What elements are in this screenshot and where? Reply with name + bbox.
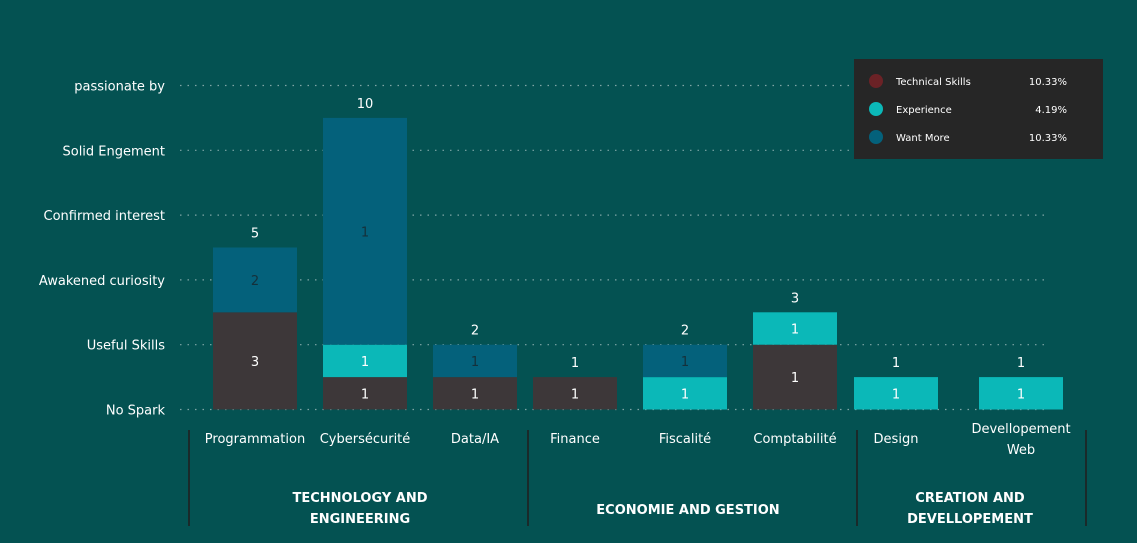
bar-segment	[433, 377, 517, 410]
bar-segment	[323, 377, 407, 410]
legend-dot	[869, 130, 883, 144]
segment-value-label: 1	[361, 225, 369, 240]
group-label: TECHNOLOGY AND ENGINEERING	[292, 491, 427, 527]
x-category-label: Fiscalité	[659, 432, 711, 447]
segment-value-label: 1	[892, 387, 900, 402]
bar-total-label: 3	[791, 291, 799, 306]
segment-value-label: 1	[1017, 387, 1025, 402]
bar-segment	[213, 247, 297, 313]
segment-value-label: 1	[361, 387, 369, 402]
y-tick-label: passionate by	[74, 80, 165, 95]
series-technical-skills: 3 1 1 1 1	[213, 312, 837, 410]
segment-value-label: 1	[681, 355, 689, 370]
bar-total-label: 1	[571, 356, 579, 371]
group-label: ECONOMIE AND GESTION	[596, 503, 779, 518]
segment-value-label: 2	[251, 274, 259, 289]
x-category-label: Comptabilité	[753, 432, 836, 447]
bar-segment	[323, 117, 407, 345]
x-category-label: Programmation	[205, 432, 305, 447]
bar-segment	[643, 344, 727, 378]
total-labels: 5 10 2 1 2 3 1 1	[251, 97, 1025, 371]
bar-total-label: 1	[892, 356, 900, 371]
legend-dot	[869, 74, 883, 88]
bar-segment	[643, 377, 727, 410]
bar-segment	[753, 312, 837, 345]
y-tick-label: Confirmed interest	[44, 209, 166, 224]
y-axis: No Spark Useful Skills Awakened curiosity C…	[39, 80, 166, 419]
legend-box	[854, 59, 1103, 159]
y-tick-label: Useful Skills	[87, 339, 165, 354]
y-tick-label: Awakened curiosity	[39, 274, 165, 289]
bar-total-label: 2	[471, 324, 479, 339]
segment-value-label: 1	[471, 355, 479, 370]
legend-entry-name: Technical Skills	[895, 77, 971, 88]
x-category-label: Cybersécurité	[320, 432, 411, 447]
legend-entry-name: Want More	[896, 133, 950, 144]
x-axis: Programmation Cybersécurité Data/IA Finance…	[205, 422, 1071, 458]
bar-segment	[433, 344, 517, 378]
bar-segment	[533, 377, 617, 410]
bar-total-label: 5	[251, 227, 259, 242]
x-axis-groups: TECHNOLOGY AND ENGINEERING ECONOMIE AND GE…	[188, 430, 1087, 527]
segment-value-label: 1	[361, 355, 369, 370]
x-category-label: Data/IA	[451, 432, 499, 447]
segment-value-label: 1	[681, 387, 689, 402]
x-category-label: Devellopement Web	[971, 422, 1070, 458]
group-label: CREATION AND DEVELLOPEMENT	[907, 491, 1033, 527]
legend-entry-value: 10.33%	[1029, 133, 1067, 144]
legend-dot	[869, 102, 883, 116]
legend: Technical Skills 10.33% Experience 4.19% Wan…	[854, 59, 1103, 159]
bar-segment	[213, 312, 297, 410]
series-want-more: 2 1 1 1	[213, 117, 727, 378]
segment-value-label: 1	[471, 387, 479, 402]
bar-total-label: 10	[357, 97, 374, 112]
segment-value-label: 1	[571, 387, 579, 402]
legend-entry-value: 4.19%	[1035, 105, 1067, 116]
bar-series: 3 1 1 1 1 1 1 1 1 1 2 1 1 1	[213, 117, 1063, 410]
y-tick-label: Solid Engement	[62, 144, 165, 159]
bar-total-label: 2	[681, 324, 689, 339]
series-experience: 1 1 1 1 1	[323, 312, 1063, 410]
bar-segment	[854, 377, 938, 410]
legend-entry-value: 10.33%	[1029, 77, 1067, 88]
bar-total-label: 1	[1017, 356, 1025, 371]
x-category-label: Finance	[550, 432, 600, 447]
x-category-label: Design	[874, 432, 919, 447]
bar-segment	[323, 344, 407, 378]
bar-segment	[979, 377, 1063, 410]
segment-value-label: 1	[791, 371, 799, 386]
legend-entry-name: Experience	[896, 105, 952, 116]
y-tick-label: No Spark	[106, 404, 166, 419]
segment-value-label: 3	[251, 355, 259, 370]
bar-segment	[753, 344, 837, 410]
segment-value-label: 1	[791, 323, 799, 338]
